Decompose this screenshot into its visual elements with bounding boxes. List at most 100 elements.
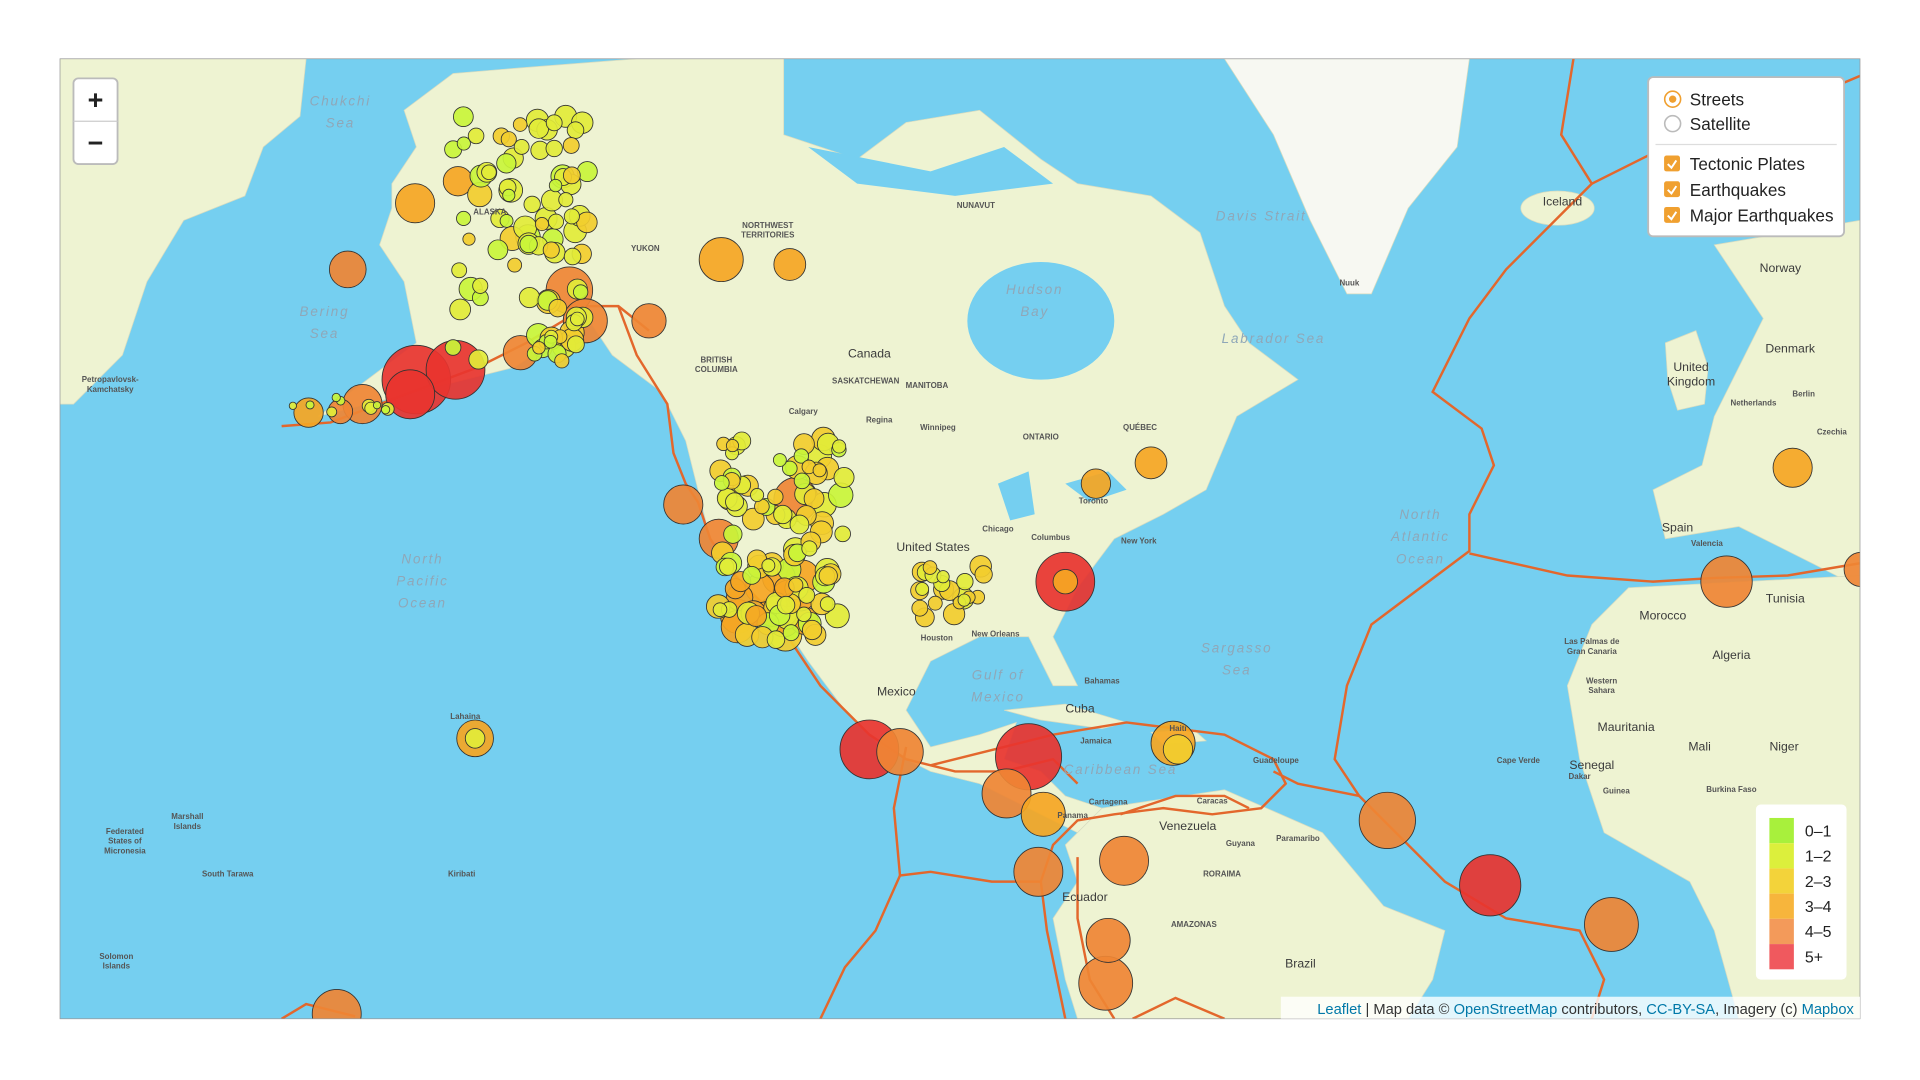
earthquake-marker[interactable] bbox=[554, 353, 570, 369]
earthquake-marker[interactable] bbox=[566, 121, 585, 139]
earthquake-marker[interactable] bbox=[331, 392, 341, 403]
earthquake-marker[interactable] bbox=[782, 460, 798, 477]
earthquake-marker[interactable] bbox=[562, 166, 581, 185]
earthquake-marker[interactable] bbox=[741, 507, 765, 531]
earthquake-marker[interactable] bbox=[502, 188, 516, 202]
overlay-label[interactable]: Tectonic Plates bbox=[1690, 154, 1805, 174]
earthquake-marker[interactable] bbox=[1052, 568, 1078, 595]
earthquake-marker[interactable] bbox=[767, 488, 784, 506]
earthquake-marker[interactable] bbox=[793, 448, 809, 464]
earthquake-marker[interactable] bbox=[452, 106, 474, 128]
earthquake-marker[interactable] bbox=[922, 560, 938, 575]
earthquake-marker[interactable] bbox=[1080, 468, 1112, 499]
earthquake-marker[interactable] bbox=[573, 284, 589, 300]
attribution-link[interactable]: Leaflet bbox=[1317, 1002, 1361, 1018]
earthquake-marker[interactable] bbox=[576, 161, 598, 183]
earthquake-marker[interactable] bbox=[545, 114, 563, 132]
earthquake-marker[interactable] bbox=[803, 488, 825, 509]
earthquake-marker[interactable] bbox=[519, 234, 538, 254]
earthquake-marker[interactable] bbox=[513, 139, 530, 155]
attribution-link[interactable]: CC-BY-SA bbox=[1646, 1002, 1715, 1018]
earthquake-marker[interactable] bbox=[793, 472, 811, 490]
earthquake-marker[interactable] bbox=[742, 566, 762, 585]
earthquake-marker[interactable] bbox=[468, 349, 489, 370]
earthquake-marker[interactable] bbox=[444, 339, 462, 356]
earthquake-marker[interactable] bbox=[499, 213, 514, 228]
earthquake-marker[interactable] bbox=[500, 131, 517, 148]
earthquake-marker[interactable] bbox=[534, 217, 550, 232]
earthquake-marker[interactable] bbox=[834, 525, 851, 543]
earthquake-marker[interactable] bbox=[956, 572, 974, 591]
earthquake-marker[interactable] bbox=[1459, 854, 1522, 917]
earthquake-marker[interactable] bbox=[311, 988, 362, 1038]
earthquake-marker[interactable] bbox=[957, 593, 971, 607]
earthquake-marker[interactable] bbox=[725, 492, 745, 512]
earthquake-marker[interactable] bbox=[789, 514, 810, 535]
earthquake-marker[interactable] bbox=[523, 195, 541, 213]
earthquake-marker[interactable] bbox=[745, 605, 767, 627]
radio[interactable] bbox=[1663, 114, 1682, 133]
overlay-label[interactable]: Major Earthquakes bbox=[1690, 206, 1834, 226]
base-layer-label[interactable]: Streets bbox=[1690, 89, 1744, 109]
earthquake-marker[interactable] bbox=[801, 540, 818, 557]
earthquake-marker[interactable] bbox=[719, 557, 738, 576]
earthquake-marker[interactable] bbox=[293, 397, 324, 428]
earthquake-marker[interactable] bbox=[725, 439, 740, 453]
earthquake-marker[interactable] bbox=[558, 192, 574, 208]
earthquake-marker[interactable] bbox=[381, 405, 391, 415]
zoom-in[interactable]: + bbox=[88, 85, 104, 115]
earthquake-marker[interactable] bbox=[462, 232, 476, 246]
earthquake-marker[interactable] bbox=[467, 127, 485, 145]
earthquake-marker[interactable] bbox=[819, 596, 836, 612]
earthquake-marker[interactable] bbox=[449, 298, 471, 321]
earthquake-marker[interactable] bbox=[723, 524, 743, 544]
earthquake-marker[interactable] bbox=[698, 237, 744, 283]
checkbox[interactable] bbox=[1664, 155, 1680, 172]
earthquake-marker[interactable] bbox=[801, 619, 823, 641]
earthquake-marker[interactable] bbox=[927, 595, 943, 611]
earthquake-marker[interactable] bbox=[915, 582, 930, 596]
earthquake-marker[interactable] bbox=[456, 210, 472, 226]
earthquake-marker[interactable] bbox=[1085, 917, 1131, 963]
earthquake-marker[interactable] bbox=[507, 257, 523, 273]
earthquake-marker[interactable] bbox=[562, 137, 580, 154]
earthquake-marker[interactable] bbox=[472, 277, 489, 294]
earthquake-marker[interactable] bbox=[1099, 835, 1149, 886]
attribution-link[interactable]: Mapbox bbox=[1802, 1002, 1855, 1018]
attribution-link[interactable]: OpenStreetMap bbox=[1454, 1002, 1558, 1018]
earthquake-marker[interactable] bbox=[876, 728, 924, 776]
earthquake-marker[interactable] bbox=[798, 586, 816, 604]
checkbox[interactable] bbox=[1664, 181, 1680, 198]
earthquake-marker[interactable] bbox=[1772, 447, 1813, 488]
earthquake-marker[interactable] bbox=[563, 208, 580, 225]
earthquake-marker[interactable] bbox=[782, 624, 800, 642]
earthquake-marker[interactable] bbox=[548, 298, 567, 318]
earthquake-marker[interactable] bbox=[326, 406, 338, 418]
earthquake-marker[interactable] bbox=[481, 164, 497, 181]
earthquake-marker[interactable] bbox=[832, 439, 847, 454]
earthquake-marker[interactable] bbox=[1843, 551, 1878, 587]
overlay-label[interactable]: Earthquakes bbox=[1690, 180, 1786, 200]
earthquake-marker[interactable] bbox=[766, 630, 786, 649]
earthquake-marker[interactable] bbox=[1078, 955, 1134, 1011]
earthquake-marker[interactable] bbox=[833, 466, 855, 488]
earthquake-marker[interactable] bbox=[776, 595, 796, 615]
earthquake-marker[interactable] bbox=[532, 341, 546, 355]
earthquake-marker[interactable] bbox=[548, 213, 565, 230]
earthquake-marker[interactable] bbox=[714, 475, 730, 491]
earthquake-marker[interactable] bbox=[974, 565, 993, 584]
earthquake-marker[interactable] bbox=[566, 335, 585, 354]
earthquake-marker[interactable] bbox=[496, 153, 517, 174]
earthquake-marker[interactable] bbox=[328, 250, 367, 289]
earthquake-marker[interactable] bbox=[631, 303, 667, 339]
earthquake-marker[interactable] bbox=[772, 453, 787, 467]
earthquake-marker[interactable] bbox=[663, 484, 704, 525]
earthquake-marker[interactable] bbox=[1700, 555, 1753, 608]
earthquake-marker[interactable] bbox=[395, 183, 436, 224]
earthquake-marker[interactable] bbox=[773, 248, 807, 281]
earthquake-marker[interactable] bbox=[385, 369, 436, 420]
earthquake-marker[interactable] bbox=[512, 117, 528, 132]
earthquake-marker[interactable] bbox=[1162, 734, 1194, 765]
earthquake-marker[interactable] bbox=[1358, 791, 1416, 849]
